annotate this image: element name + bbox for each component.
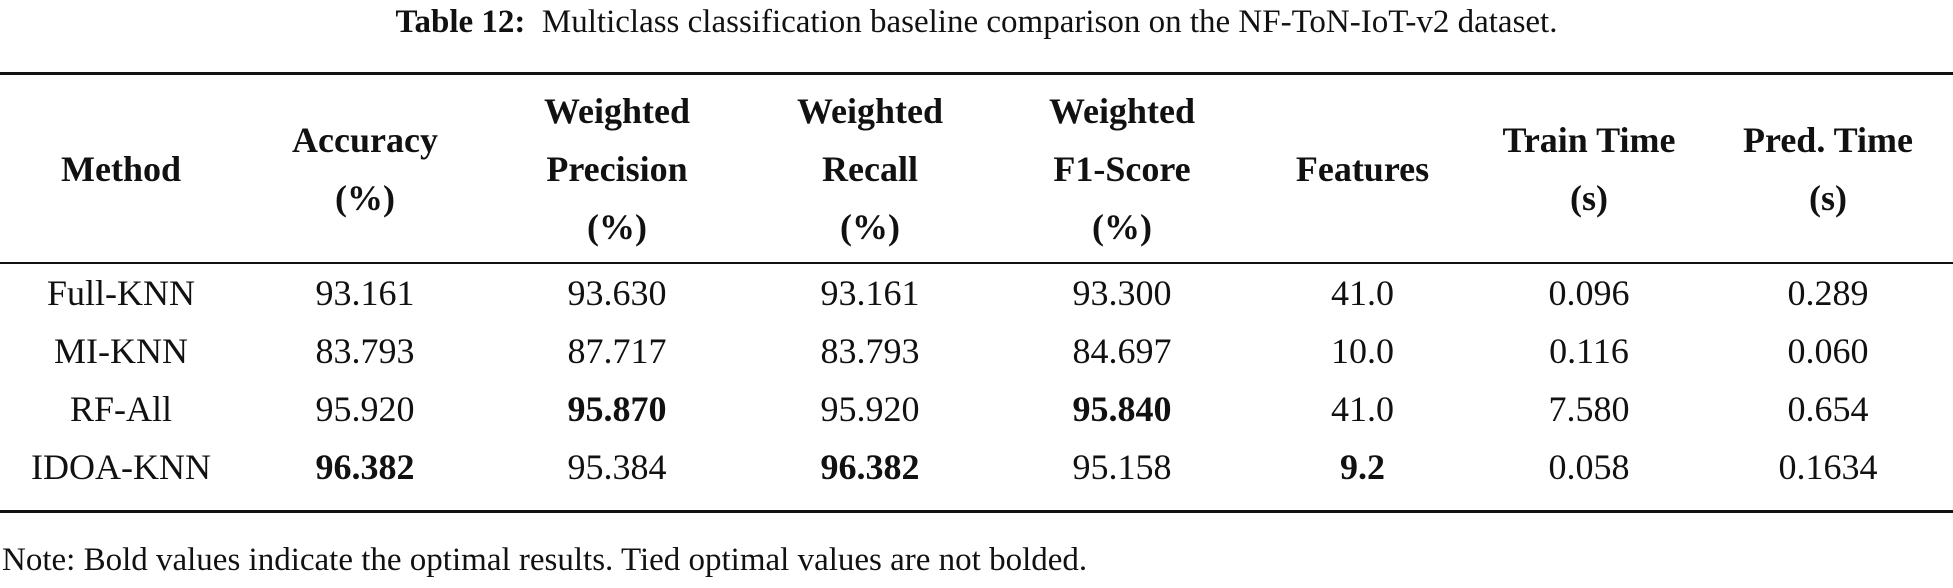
- table-body: Full-KNN 93.161 93.630 93.161 93.300 41.0 0.09…: [0, 262, 1953, 496]
- value-cell: 0.654: [1787, 389, 1869, 429]
- value-cell: 41.0: [1331, 389, 1394, 429]
- header-line: (%): [840, 206, 900, 247]
- value-cell: 41.0: [1331, 273, 1394, 313]
- value-cell: 93.630: [567, 273, 667, 313]
- header-line: (s): [1570, 177, 1608, 218]
- value-cell: 0.096: [1548, 273, 1630, 313]
- table-row: RF-All 95.920 95.870 95.920 95.840 41.0 7.580 0…: [0, 380, 1953, 438]
- header-line: F1-Score: [1053, 148, 1191, 189]
- header-line: Weighted: [796, 90, 943, 131]
- value-cell: 10.0: [1331, 331, 1394, 371]
- table-row: IDOA-KNN 96.382 95.384 96.382 95.158 9.2 0.058…: [0, 438, 1953, 496]
- value-cell: 0.060: [1787, 331, 1869, 371]
- value-cell: 83.793: [315, 331, 415, 371]
- value-cell: 0.289: [1787, 273, 1869, 313]
- header-line: (%): [335, 177, 395, 218]
- value-cell: 96.382: [820, 447, 920, 487]
- method-cell: IDOA-KNN: [31, 447, 211, 487]
- bottom-rule: [0, 510, 1953, 513]
- header-line: Features: [1295, 148, 1430, 189]
- value-cell: 95.840: [1072, 389, 1172, 429]
- value-cell: 95.158: [1072, 447, 1172, 487]
- header-line: Accuracy: [292, 119, 438, 160]
- method-cell: RF-All: [69, 389, 173, 429]
- value-cell: 0.116: [1549, 331, 1629, 371]
- table-caption: Table 12: Multiclass classification base…: [0, 0, 1953, 44]
- caption-text: Multiclass classification baseline compa…: [541, 4, 1558, 40]
- value-cell: 95.384: [567, 447, 667, 487]
- table-row: MI-KNN 83.793 87.717 83.793 84.697 10.0 0.116 0…: [0, 322, 1953, 380]
- results-table: Method Accuracy (%) Weighted Precision (%) Wei…: [0, 75, 1953, 496]
- header-features: Features: [1250, 75, 1475, 262]
- header-line: Precision: [546, 148, 688, 189]
- header-line: (%): [587, 206, 647, 247]
- header-line: Method: [61, 148, 181, 189]
- value-cell: 84.697: [1072, 331, 1172, 371]
- value-cell: 87.717: [567, 331, 667, 371]
- header-method: Method: [0, 75, 242, 262]
- header-line: Pred. Time: [1743, 119, 1913, 160]
- method-cell: Full-KNN: [46, 273, 195, 313]
- value-cell: 95.920: [820, 389, 920, 429]
- top-rule: [0, 72, 1953, 75]
- value-cell: 96.382: [315, 447, 415, 487]
- header-line: (%): [1092, 206, 1152, 247]
- header-weighted-f1-score: Weighted F1-Score (%): [994, 75, 1250, 262]
- header-train-time: Train Time (s): [1475, 75, 1703, 262]
- value-cell: 95.920: [315, 389, 415, 429]
- value-cell: 9.2: [1340, 447, 1385, 487]
- header-weighted-recall: Weighted Recall (%): [746, 75, 994, 262]
- header-line: (s): [1809, 177, 1847, 218]
- header-rule: [0, 262, 1953, 264]
- header-weighted-precision: Weighted Precision (%): [488, 75, 746, 262]
- header-line: Weighted: [543, 90, 690, 131]
- value-cell: 93.161: [315, 273, 415, 313]
- header-row: Method Accuracy (%) Weighted Precision (%) Wei…: [0, 75, 1953, 262]
- table-header: Method Accuracy (%) Weighted Precision (%) Wei…: [0, 75, 1953, 262]
- value-cell: 93.161: [820, 273, 920, 313]
- value-cell: 0.1634: [1778, 447, 1878, 487]
- value-cell: 0.058: [1548, 447, 1630, 487]
- value-cell: 83.793: [820, 331, 920, 371]
- header-line: Weighted: [1048, 90, 1195, 131]
- table-row: Full-KNN 93.161 93.630 93.161 93.300 41.0 0.09…: [0, 262, 1953, 322]
- value-cell: 93.300: [1072, 273, 1172, 313]
- value-cell: 95.870: [567, 389, 667, 429]
- header-line: Recall: [822, 148, 918, 189]
- header-pred-time: Pred. Time (s): [1703, 75, 1953, 262]
- value-cell: 7.580: [1548, 389, 1630, 429]
- method-cell: MI-KNN: [54, 331, 188, 371]
- header-accuracy: Accuracy (%): [242, 75, 488, 262]
- header-line: Train Time: [1502, 119, 1676, 160]
- caption-label: Table 12:: [395, 4, 526, 40]
- table-note: Note: Bold values indicate the optimal r…: [2, 542, 1088, 578]
